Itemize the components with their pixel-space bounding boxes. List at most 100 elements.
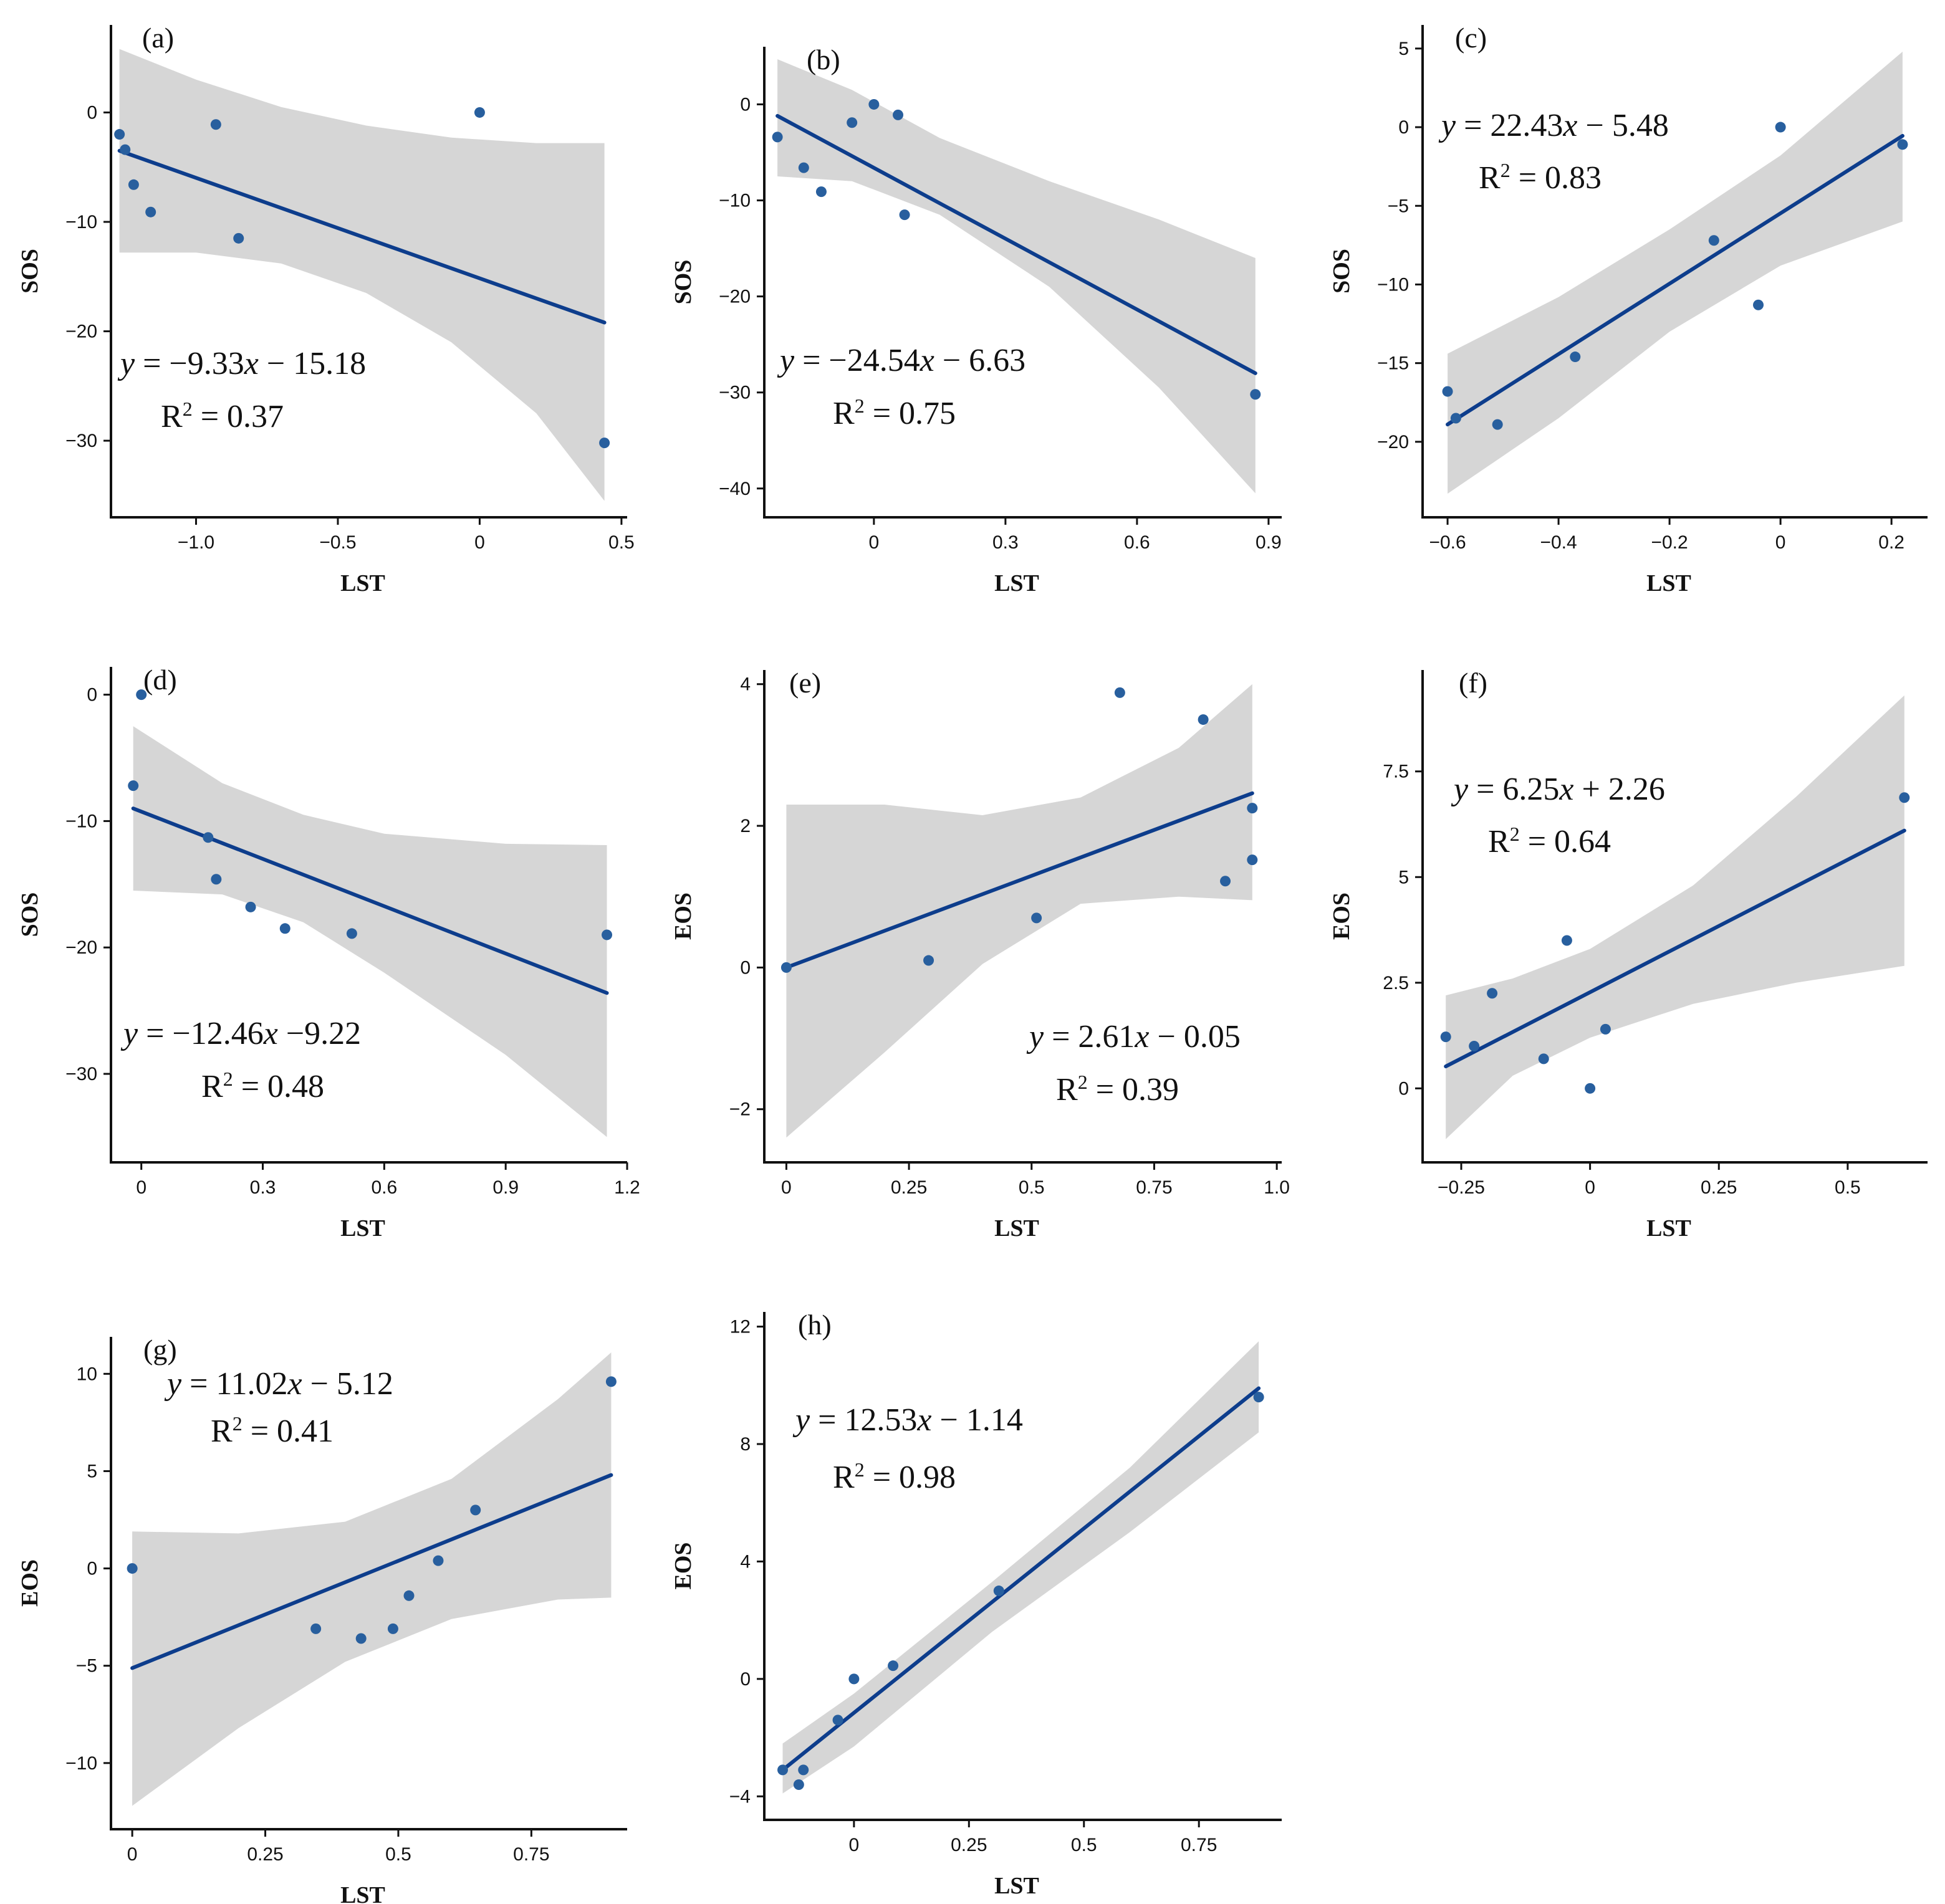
x-tick-label: 0.2 [1878,532,1904,553]
regression-equation: y = −24.54x − 6.63 [777,343,1025,378]
data-point [114,129,125,140]
regression-line [1446,133,1904,427]
y-tick-label: −20 [719,287,751,307]
data-point [993,1586,1004,1597]
x-tick-label: 0.9 [1256,532,1282,553]
y-tick-label: 0 [87,1559,97,1579]
data-point [310,1623,322,1634]
data-point [203,832,214,843]
data-point [433,1555,444,1566]
panel-e: 0 0.25 0.5 0.75 1.0 −2 0 2 4 LST EOS (e) y = 2.61x −… [670,667,1290,1241]
data-point [387,1623,398,1634]
data-point [772,132,783,143]
x-tick-label: 0.5 [1835,1177,1861,1198]
x-tick-label: 0.3 [250,1177,276,1198]
eq-y: y [777,343,795,378]
data-point [893,109,904,120]
r2-symbol: R [833,396,855,431]
y-tick-label: 0 [740,94,751,115]
eq-intercept: − 0.05 [1150,1019,1241,1055]
panel-label: (c) [1455,22,1487,54]
data-point [1469,1041,1480,1052]
data-point [815,186,827,198]
panel-label: (h) [798,1309,832,1341]
x-tick-label: 0.25 [951,1835,987,1855]
y-axis-title: EOS [670,1542,696,1589]
x-tick-label: 0 [127,1844,138,1865]
eq-slope: = 6.25 [1468,772,1559,807]
eq-y: y [120,1016,138,1051]
y-tick-label: −20 [65,937,97,958]
data-point [1561,935,1572,946]
r-squared: R2 = 0.83 [1479,159,1602,196]
y-tick-label: 8 [740,1434,751,1455]
r2-value: = 0.41 [243,1414,334,1449]
y-tick-label: 4 [740,674,751,695]
confidence-band [786,684,1252,1138]
y-tick-label: 0 [87,102,97,123]
x-axis-title: LST [340,1215,385,1241]
regression-equation: y = 2.61x − 0.05 [1026,1019,1241,1055]
x-tick-label: 0.75 [1136,1177,1172,1198]
eq-intercept: − 6.63 [934,343,1025,378]
eq-intercept: − 5.12 [302,1366,393,1402]
data-point [1247,854,1258,866]
y-axis-title: SOS [17,249,43,294]
data-point [127,1563,138,1574]
x-tick-label: 0 [849,1835,860,1855]
x-tick-label: 0 [474,532,485,553]
data-point [1585,1083,1596,1094]
x-tick-label: 0.9 [492,1177,519,1198]
panel-label: (g) [143,1334,177,1366]
y-axis-title: SOS [670,260,696,305]
data-point [605,1376,617,1387]
panel-label: (a) [142,22,174,54]
y-tick-label: 5 [1398,39,1409,59]
r2-value: = 0.64 [1520,824,1611,859]
x-tick-label: 0 [136,1177,146,1198]
y-tick-label: −30 [65,431,97,451]
panel-a: −1.0 −0.5 0 0.5 −30 −20 −10 0 LST SOS (a) y = −9.33… [17,22,635,596]
y-tick-label: 0 [740,957,751,978]
data-point [210,119,221,130]
x-tick-label: −0.2 [1651,532,1688,553]
y-tick-label: 12 [730,1317,751,1337]
eq-intercept: −9.22 [278,1016,361,1051]
x-tick-label: 0.5 [1019,1177,1045,1198]
y-tick-label: −10 [65,212,97,232]
x-axis-title: LST [340,570,385,596]
data-point [847,117,858,128]
y-tick-label: 0 [1398,1078,1409,1099]
r2-symbol: R [833,1460,855,1495]
data-point [470,1505,481,1516]
data-point [211,874,222,885]
confidence-band [1448,51,1903,494]
r2-value: = 0.48 [233,1069,324,1104]
y-tick-label: −4 [729,1786,751,1807]
confidence-band [1446,695,1904,1139]
y-tick-label: 4 [740,1551,751,1572]
x-tick-label: 0.5 [385,1844,411,1865]
y-tick-label: −15 [1377,353,1409,374]
r-squared: R2 = 0.48 [201,1068,324,1104]
y-tick-label: −10 [65,1753,97,1774]
data-point [899,209,910,221]
x-tick-label: 0.3 [992,532,1019,553]
regression-line [780,1386,1261,1772]
confidence-band [777,59,1256,494]
regression-line [1444,828,1906,1069]
eq-y: y [1451,772,1469,807]
data-point [868,98,880,110]
x-axis-title: LST [340,1882,385,1904]
data-point [1253,1392,1264,1403]
eq-x: x [920,343,934,378]
r2-superscript: 2 [183,398,193,420]
y-tick-label: −40 [719,479,751,499]
r2-value: = 0.37 [193,399,284,434]
data-point [848,1673,860,1685]
r-squared: R2 = 0.64 [1488,823,1611,859]
panel-label: (b) [807,44,840,75]
data-point [602,929,613,940]
data-point [1114,687,1125,698]
